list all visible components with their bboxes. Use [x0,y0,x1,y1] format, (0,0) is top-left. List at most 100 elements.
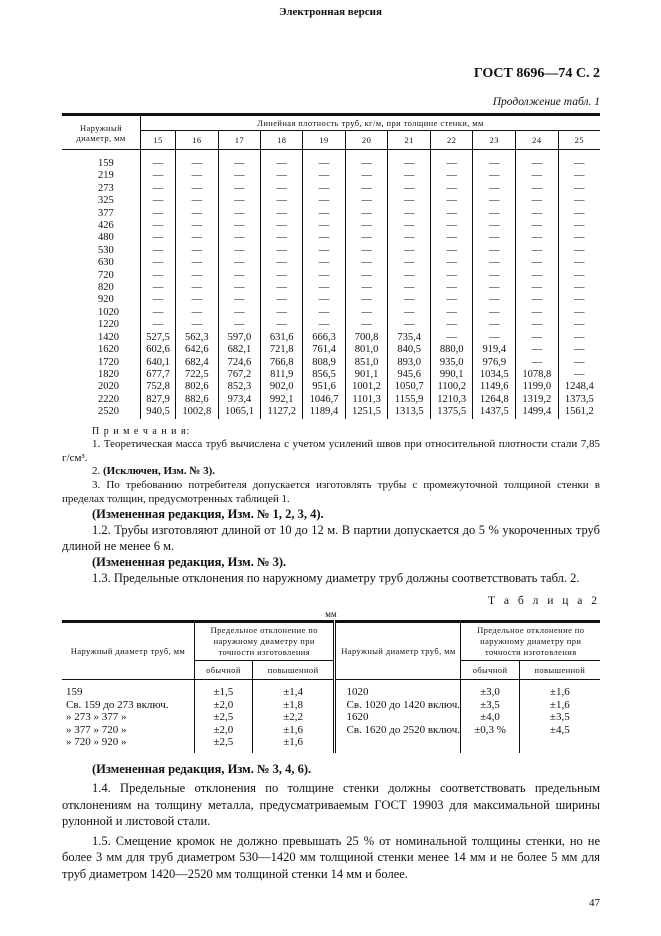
density-cell: 677,7 [139,368,176,382]
diameter-cell: Св. 1620 до 2520 включ. [333,723,461,737]
density-cell: — [175,282,219,295]
density-cell: — [260,170,303,183]
table-row: 1620 602,6 642,6 682,1 721,8 761,4 801,0 840,5 8… [62,344,600,357]
density-cell: — [302,257,346,270]
density-cell: 1199,0 [515,381,559,394]
density-cell: 722,5 [175,368,219,382]
density-cell: — [260,269,303,283]
density-cell: — [139,282,176,295]
col-header-diameter: Наружный диаметр, мм [62,113,141,150]
density-cell: — [139,257,176,270]
density-cell: — [344,207,388,221]
table-row: 219— — — — — — — — — — — [62,170,600,183]
density-cell: 597,0 [217,331,261,345]
density-cell: 700,8 [344,331,388,345]
deviation-cell: ±2,0 [194,723,253,737]
density-cell: 1561,2 [557,406,600,419]
diameter-cell: 2220 [98,393,119,405]
deviation-cell: ±4,5 [518,723,600,737]
table-row: 2220 827,9 882,6 973,4 992,1 1046,7 1101,3 1155… [62,393,600,407]
density-cell: — [260,257,303,270]
density-cell: 1101,3 [344,393,388,407]
density-cell: — [260,149,303,171]
table-row: » 377 » 720 » ±2,0 ±1,6 Св. 1620 до 2520 вк… [62,723,600,737]
diameter-cell: 1820 [98,368,119,380]
density-cell: 562,3 [175,331,219,345]
table-row: Св. 159 до 273 включ. ±2,0 ±1,8 Св. 1020 до… [62,698,600,712]
density-cell: 1001,2 [344,381,388,394]
density-cell: — [302,182,346,196]
density-cell: — [515,220,559,233]
density-cell: — [139,149,176,171]
diameter-cell: 480 [98,232,114,244]
thickness-header: 21 [387,130,431,150]
density-cell: — [472,294,516,307]
density-cell: — [429,257,473,270]
diameter-cell: 1020 [333,679,461,699]
density-cell: — [344,282,388,295]
density-cell: — [387,244,431,258]
density-cell: — [175,232,219,245]
density-cell: — [557,344,600,357]
density-cell: — [217,306,261,320]
density-cell: — [429,269,473,283]
density-cell: — [139,207,176,221]
density-cell: — [557,149,600,171]
note-3: 3. По требованию потребителя допускается… [62,478,600,505]
diameter-cell [333,736,461,753]
density-cell: 752,8 [139,381,176,394]
density-cell: — [344,220,388,233]
deviation-cell: ±2,0 [194,698,253,712]
density-cell: — [515,244,559,258]
density-cell: — [557,220,600,233]
density-cell: — [260,182,303,196]
density-cell: — [302,269,346,283]
density-cell: — [260,195,303,208]
density-cell: — [472,306,516,320]
density-cell: 1313,5 [387,406,431,419]
density-cell: — [217,195,261,208]
diameter-cell: 1020 [98,306,119,318]
density-cell: — [429,282,473,295]
density-cell: — [429,220,473,233]
density-cell: — [387,149,431,171]
density-cell: — [472,195,516,208]
density-cell: — [302,170,346,183]
density-cell: 880,0 [429,344,473,357]
density-cell: 1034,5 [472,368,516,382]
table-row: 426— — — — — — — — — — — [62,220,600,233]
deviation-cell: ±3,0 [460,679,520,699]
table-row: 159— — — — — — — — — — — [62,149,600,171]
density-cell: — [515,331,559,345]
deviation-cell: ±0,3 % [460,723,520,737]
density-cell: — [429,244,473,258]
clause-1-3: 1.3. Предельные отклонения по наружному … [92,571,580,586]
density-cell: — [302,306,346,320]
density-cell: 1002,8 [175,406,219,419]
thickness-header: 24 [515,130,559,150]
density-cell: 1499,4 [515,406,559,419]
deviation-cell: ±1,6 [518,679,600,699]
density-cell: — [557,319,600,332]
density-cell: — [515,269,559,283]
density-cell: — [557,257,600,270]
density-cell: 951,6 [302,381,346,394]
density-cell: — [472,207,516,221]
density-cell: — [175,170,219,183]
page-number: 47 [589,897,600,910]
density-cell: — [139,319,176,332]
density-cell: — [139,294,176,307]
clause-1-2: 1.2. Трубы изготовляют длиной от 10 до 1… [62,523,600,554]
density-cell: — [139,182,176,196]
sub-increased-right: повышенной [518,660,600,680]
density-cell: — [557,331,600,345]
deviation-cell: ±1,5 [194,679,253,699]
density-cell: 1065,1 [217,406,261,419]
density-cell: — [557,244,600,258]
density-cell: — [515,207,559,221]
density-cell: 721,8 [260,344,303,357]
table-row: 159 ±1,5 ±1,4 1020 ±3,0 ±1,6 [62,679,600,699]
density-cell: — [387,182,431,196]
density-cell: — [515,294,559,307]
density-cell: — [139,232,176,245]
